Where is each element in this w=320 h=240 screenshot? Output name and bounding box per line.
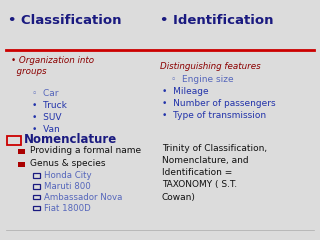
Text: Distinguishing features: Distinguishing features (160, 62, 260, 72)
FancyBboxPatch shape (18, 162, 25, 167)
Text: •  Truck: • Truck (32, 101, 67, 110)
Text: •  SUV: • SUV (32, 113, 61, 122)
Text: ◦  Car: ◦ Car (32, 89, 59, 98)
Text: Maruti 800: Maruti 800 (44, 182, 91, 191)
Text: •  Type of transmission: • Type of transmission (162, 111, 266, 120)
FancyBboxPatch shape (18, 149, 25, 154)
Text: ◦  Engine size: ◦ Engine size (171, 75, 234, 84)
Text: Honda City: Honda City (44, 171, 92, 180)
Text: Providing a formal name: Providing a formal name (30, 146, 141, 155)
Text: Trinity of Classification,
Nomenclature, and
Identification =
TAXONOMY ( S.T.
Co: Trinity of Classification, Nomenclature,… (162, 144, 267, 202)
Text: •  Mileage: • Mileage (162, 87, 208, 96)
Text: Genus & species: Genus & species (30, 159, 106, 168)
Text: Nomenclature: Nomenclature (24, 133, 117, 146)
Text: Ambassador Nova: Ambassador Nova (44, 193, 122, 202)
Text: •  Van: • Van (32, 125, 60, 134)
Text: •  Number of passengers: • Number of passengers (162, 99, 275, 108)
Text: • Identification: • Identification (160, 14, 274, 27)
Text: • Organization into
  groups: • Organization into groups (11, 56, 94, 77)
Text: Fiat 1800D: Fiat 1800D (44, 204, 91, 213)
Text: • Classification: • Classification (8, 14, 122, 27)
